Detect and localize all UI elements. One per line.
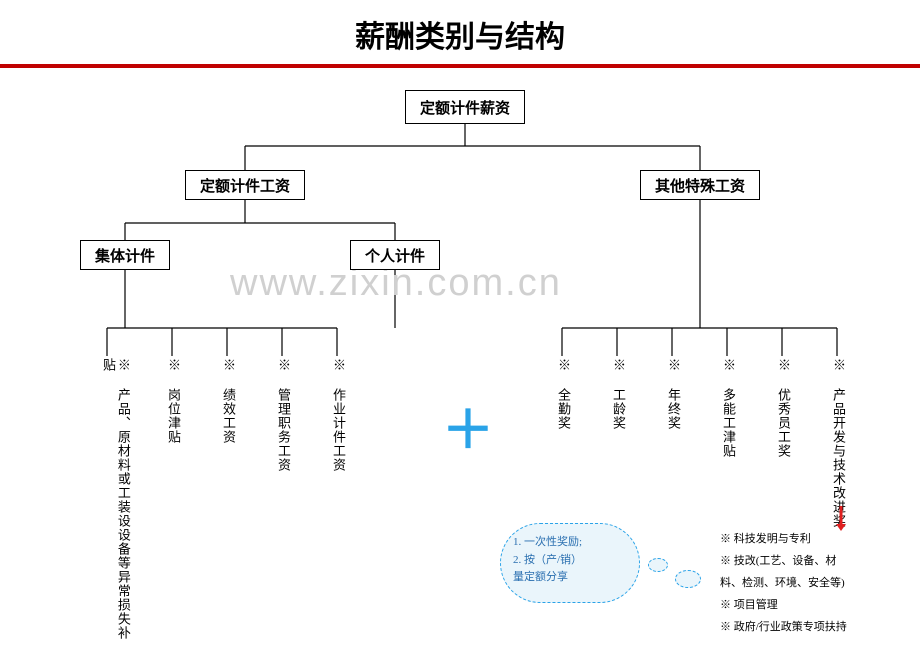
- node-right: 其他特殊工资: [640, 170, 760, 200]
- leaf-label: ※ 年终奖: [665, 358, 680, 430]
- leaf-label: ※ 产品、原材料或工装设设备等异常损失补贴: [100, 358, 130, 648]
- note-line: ※ 政府/行业政策专项扶持: [720, 616, 847, 638]
- leaf-label: ※ 产品开发与技术改进奖: [830, 358, 845, 528]
- leaf-label: ※ 岗位津贴: [165, 358, 180, 444]
- notes-block: ※ 科技发明与专利※ 技改(工艺、设备、材料、检测、环境、安全等)※ 项目管理※…: [720, 528, 847, 638]
- leaf-label: ※ 作业计件工资: [330, 358, 345, 472]
- cloud-callout: 1. 一次性奖励; 2. 按（产/销） 量定额分享: [500, 523, 640, 603]
- plus-icon: ＋: [442, 388, 494, 463]
- node-collective: 集体计件: [80, 240, 170, 270]
- note-line: 料、检测、环境、安全等): [720, 572, 847, 594]
- note-line: ※ 技改(工艺、设备、材: [720, 550, 847, 572]
- leaf-label: ※ 绩效工资: [220, 358, 235, 444]
- cloud-line-1: 1. 一次性奖励;: [513, 534, 627, 552]
- page-title: 薪酬类别与结构: [0, 0, 920, 64]
- cloud-bubble: [648, 558, 668, 572]
- diagram-canvas: www.zixin.com.cn 定额计件薪资 定额计件工资 其他特殊工资 集体…: [0, 68, 920, 648]
- leaf-label: ※ 优秀员工奖: [775, 358, 790, 458]
- note-line: ※ 科技发明与专利: [720, 528, 847, 550]
- cloud-line-2: 2. 按（产/销）: [513, 552, 627, 570]
- leaf-label: ※ 管理职务工资: [275, 358, 290, 472]
- cloud-bubble: [675, 570, 701, 588]
- node-left: 定额计件工资: [185, 170, 305, 200]
- node-individual: 个人计件: [350, 240, 440, 270]
- leaf-label: ※ 工龄奖: [610, 358, 625, 430]
- cloud-line-3: 量定额分享: [513, 569, 627, 587]
- leaf-label: ※ 全勤奖: [555, 358, 570, 430]
- node-root: 定额计件薪资: [405, 90, 525, 124]
- leaf-label: ※ 多能工津贴: [720, 358, 735, 458]
- note-line: ※ 项目管理: [720, 594, 847, 616]
